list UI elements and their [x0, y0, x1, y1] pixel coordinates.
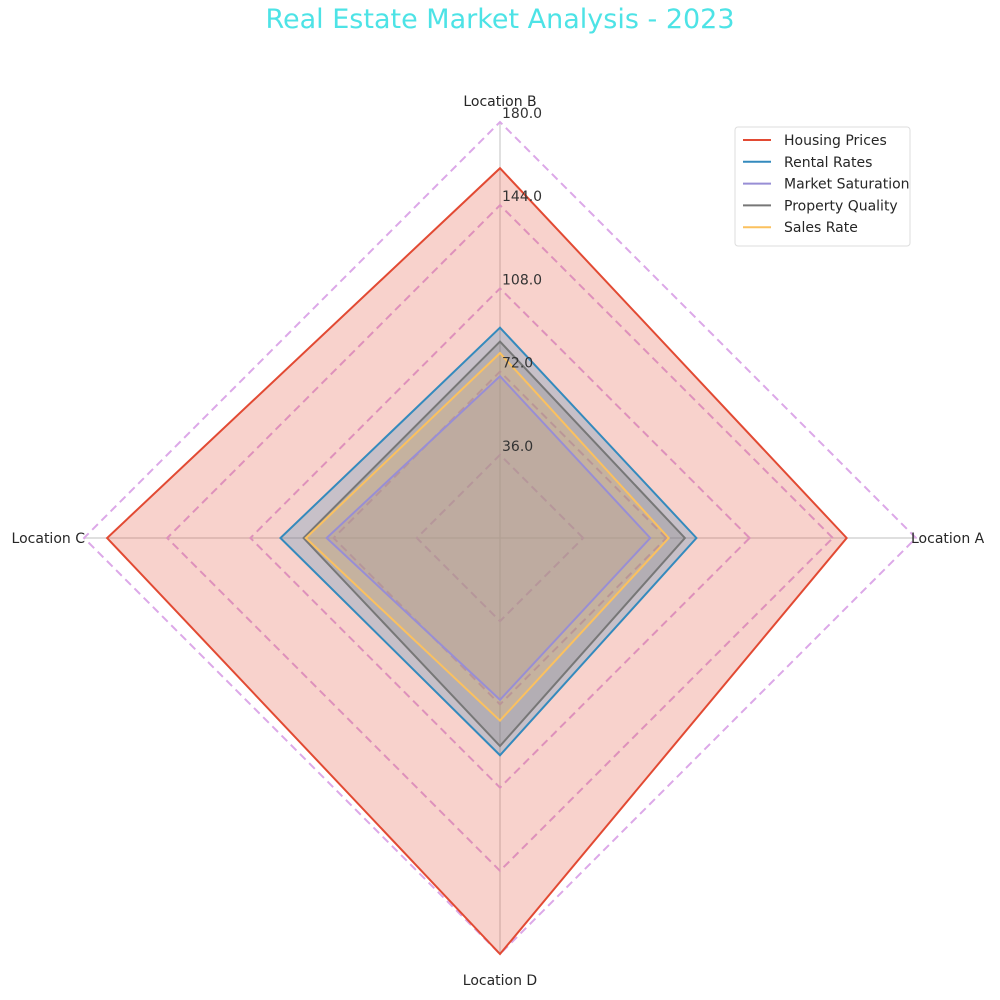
legend-label: Market Saturation	[784, 177, 910, 193]
series-layer	[107, 168, 847, 954]
axis-label: Location D	[463, 973, 537, 989]
axis-label: Location C	[12, 531, 86, 547]
legend-label: Sales Rate	[784, 220, 858, 236]
legend-label: Rental Rates	[784, 155, 872, 171]
radial-tick-label: 108.0	[502, 272, 542, 288]
radial-tick-label: 36.0	[502, 439, 533, 455]
legend: Housing Prices Rental Rates Market Saturat…	[735, 127, 910, 246]
axis-label: Location B	[463, 94, 536, 110]
axis-label: Location A	[911, 531, 985, 547]
radial-tick-label: 144.0	[502, 189, 542, 205]
radial-tick-label: 72.0	[502, 356, 533, 372]
legend-label: Property Quality	[784, 198, 898, 214]
legend-label: Housing Prices	[784, 133, 887, 149]
